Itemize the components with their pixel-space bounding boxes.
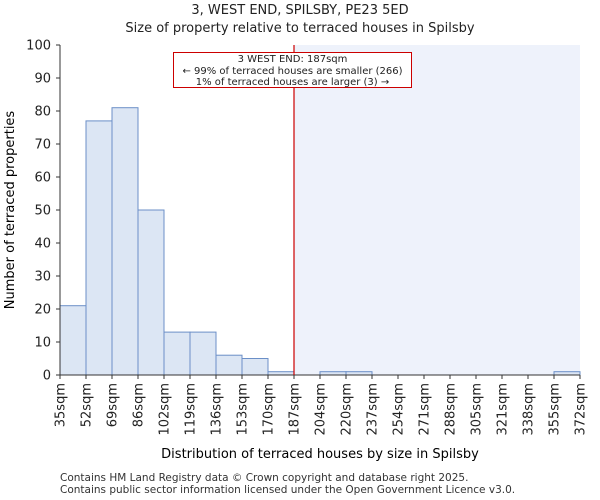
y-tick-label: 40: [34, 237, 51, 252]
y-tick-label: 10: [34, 336, 51, 351]
chart-title-address: 3, WEST END, SPILSBY, PE23 5ED: [191, 3, 409, 18]
y-tick-label: 100: [26, 39, 51, 54]
y-tick-label: 80: [34, 105, 51, 120]
x-tick-label: 119sqm: [184, 383, 199, 436]
x-tick-label: 372sqm: [574, 383, 589, 436]
histogram-bar: [111, 107, 139, 376]
property-annotation-box: 3 WEST END: 187sqm ← 99% of terraced hou…: [173, 52, 412, 88]
histogram-bar: [85, 120, 113, 376]
chart-title: Size of property relative to terraced ho…: [125, 21, 475, 36]
x-tick-label: 170sqm: [262, 383, 277, 436]
x-tick-label: 237sqm: [366, 383, 381, 436]
y-tick-label: 0: [43, 369, 51, 384]
x-tick-label: 321sqm: [496, 383, 511, 436]
x-tick-label: 136sqm: [210, 383, 225, 436]
y-tick-label: 30: [34, 270, 51, 285]
x-tick-label: 305sqm: [470, 383, 485, 436]
footer-copyright: Contains HM Land Registry data © Crown c…: [60, 472, 469, 484]
x-axis-label: Distribution of terraced houses by size …: [161, 447, 479, 462]
x-tick-label: 86sqm: [132, 383, 147, 427]
x-tick-label: 254sqm: [392, 383, 407, 436]
x-tick-label: 52sqm: [80, 383, 95, 427]
x-tick-label: 69sqm: [106, 383, 121, 427]
x-tick-label: 338sqm: [522, 383, 537, 436]
y-tick-label: 20: [34, 303, 51, 318]
annotation-line-property: 3 WEST END: 187sqm: [237, 54, 348, 65]
y-tick-label: 60: [34, 171, 51, 186]
histogram-bar: [189, 331, 217, 376]
y-tick-label: 50: [34, 204, 51, 219]
x-tick-label: 288sqm: [444, 383, 459, 436]
histogram-bar: [59, 305, 87, 376]
histogram-bar: [137, 209, 165, 376]
histogram-bar: [163, 331, 191, 376]
histogram-bar: [241, 358, 269, 376]
annotation-line-larger: 1% of terraced houses are larger (3) →: [195, 77, 390, 88]
annotation-line-smaller: ← 99% of terraced houses are smaller (26…: [182, 65, 403, 77]
x-tick-label: 204sqm: [314, 383, 329, 436]
x-tick-label: 271sqm: [418, 383, 433, 436]
y-axis-label: Number of terraced properties: [3, 111, 18, 310]
x-tick-label: 102sqm: [158, 383, 173, 436]
x-tick-label: 35sqm: [54, 383, 69, 427]
y-tick-label: 90: [34, 72, 51, 87]
x-tick-label: 187sqm: [288, 383, 303, 436]
x-tick-label: 355sqm: [548, 383, 563, 436]
y-tick-label: 70: [34, 138, 51, 153]
x-tick-label: 153sqm: [236, 383, 251, 436]
footer-licence: Contains public sector information licen…: [60, 484, 516, 496]
histogram-bar: [215, 354, 243, 376]
larger-region-shading: [294, 45, 580, 375]
x-tick-label: 220sqm: [340, 383, 355, 436]
